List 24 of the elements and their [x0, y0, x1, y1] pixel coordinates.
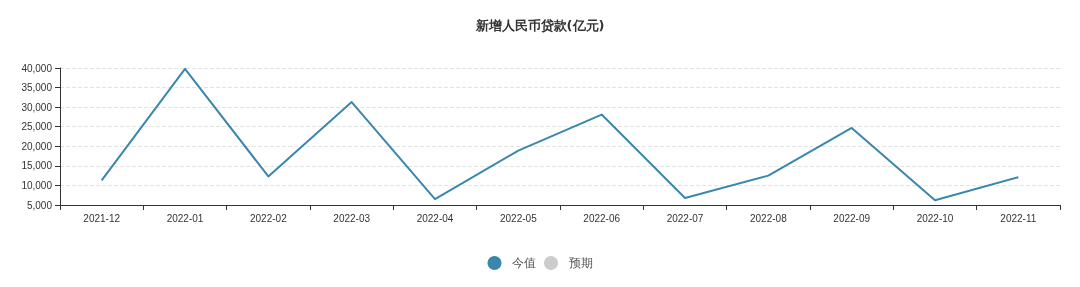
y-tick-label: 40,000	[21, 62, 53, 74]
x-tick-label: 2022-10	[916, 212, 954, 224]
y-tick-label: 5,000	[26, 199, 53, 211]
y-tick-label: 25,000	[21, 121, 53, 133]
x-tick-label: 2022-06	[583, 212, 621, 224]
chart-title: 新增人民币贷款(亿元)	[474, 18, 605, 33]
x-tick-label: 2021-12	[83, 212, 121, 224]
line-series	[100, 67, 1020, 202]
x-tick-label: 2022-03	[333, 212, 371, 224]
x-tick-label: 2022-08	[749, 212, 788, 224]
x-tick-label: 2022-07	[666, 212, 704, 224]
y-tick-label: 35,000	[21, 82, 53, 94]
x-tick-label: 2022-05	[499, 212, 538, 224]
legend-label: 预期	[568, 256, 593, 270]
x-tick-label: 2022-01	[166, 212, 204, 224]
y-tick-label: 20,000	[21, 140, 53, 152]
x-tick-label: 2022-04	[416, 212, 454, 224]
y-tick-label: 10,000	[21, 179, 53, 191]
y-tick-label: 30,000	[21, 101, 53, 113]
x-tick-label: 2022-11	[1000, 212, 1037, 224]
y-tick-label: 15,000	[21, 160, 53, 172]
legend-label: 今值	[512, 256, 536, 270]
x-tick-label: 2022-09	[833, 212, 871, 224]
x-tick-label: 2022-02	[249, 212, 288, 224]
